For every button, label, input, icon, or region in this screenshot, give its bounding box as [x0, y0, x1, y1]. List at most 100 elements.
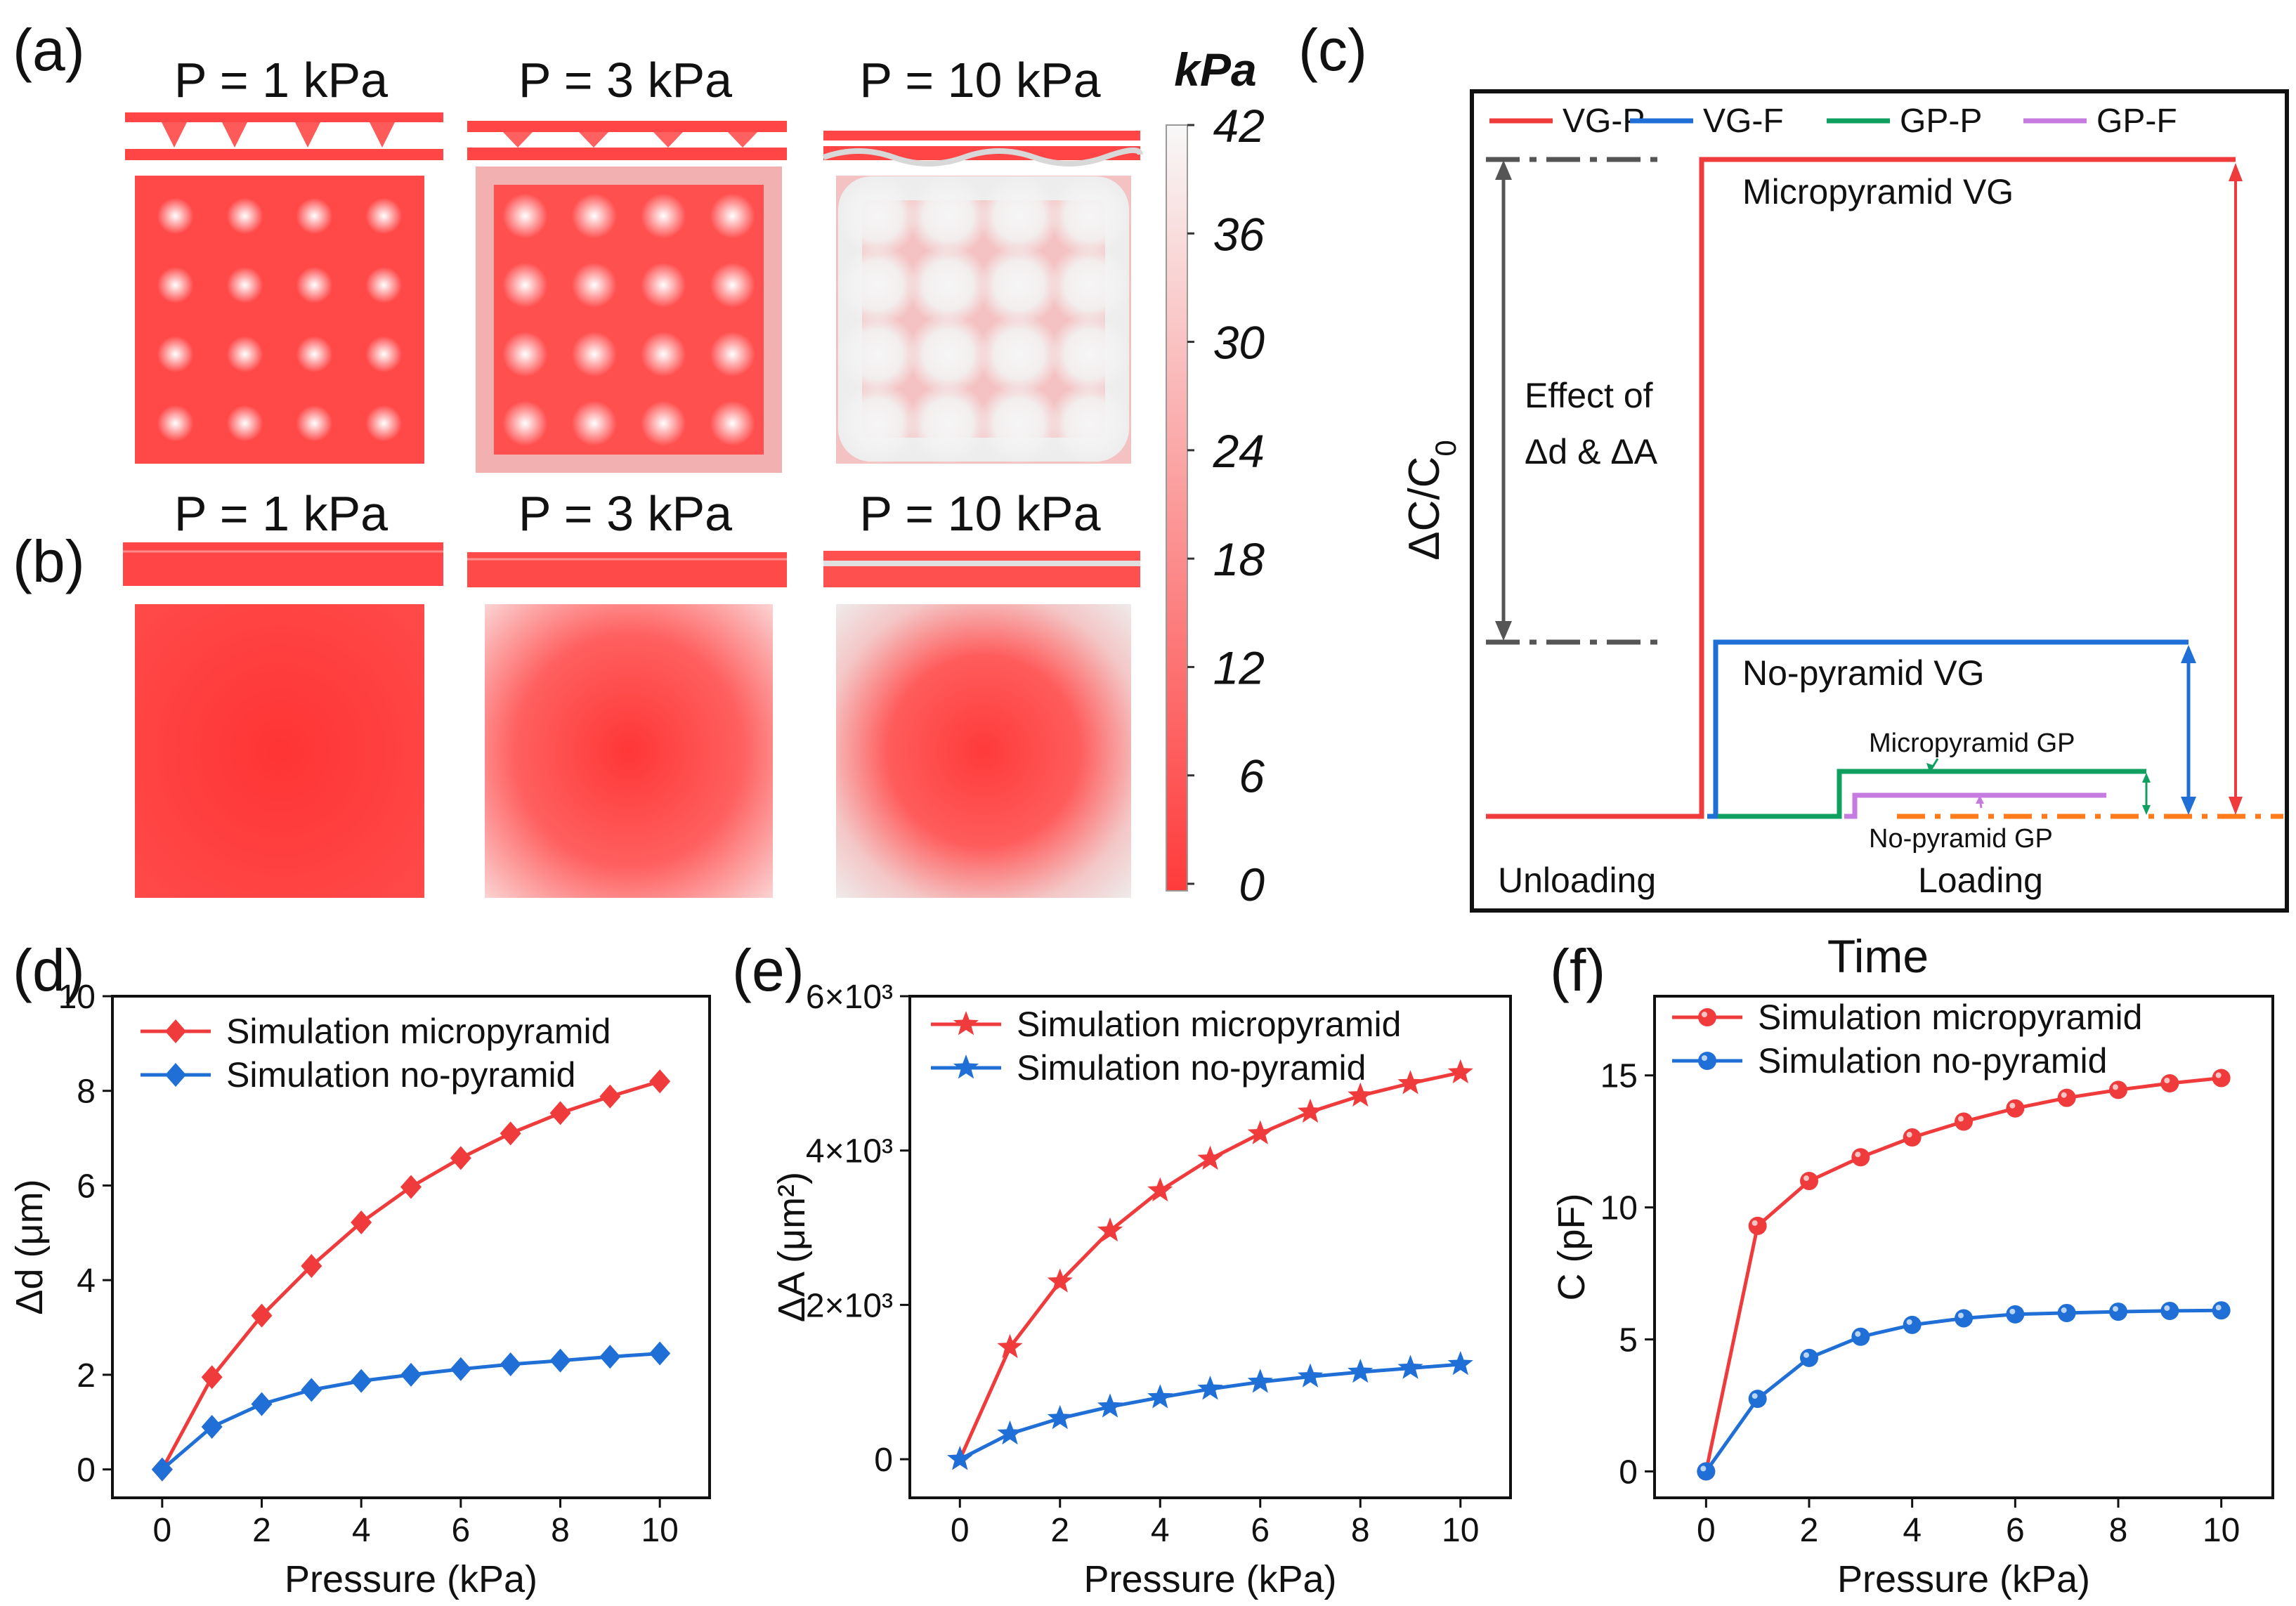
chart-d: 0 2 4 6 8 10 0 2 4 6 8 10 Pressure (kPa) Δd (μm) Simul… — [8, 979, 711, 1600]
data-point — [1397, 1354, 1423, 1379]
data-point — [1348, 1359, 1374, 1383]
marker-highlight — [2061, 1307, 2067, 1313]
fem-hotspot — [1049, 175, 1131, 257]
chart-d-frame — [111, 995, 711, 1499]
colorbar-tick-label: 24 — [1213, 425, 1265, 477]
data-point — [1697, 1462, 1716, 1481]
data-point — [201, 1365, 223, 1390]
fem-b1-side-view — [123, 542, 443, 586]
marker-highlight — [1700, 1465, 1707, 1472]
fem-hotspot — [296, 197, 333, 235]
fem-b2-side-view — [467, 552, 787, 587]
data-point — [1297, 1098, 1324, 1123]
c-effect-line1: Effect of — [1525, 376, 1653, 415]
c-ylabel: ΔC/C0 — [1400, 440, 1462, 561]
fem-hotspot — [571, 400, 617, 446]
fem-hotspot — [641, 332, 686, 377]
data-point — [2212, 1069, 2231, 1088]
fem-hotspot — [907, 382, 989, 464]
colorbar-tick-label: 0 — [1239, 859, 1265, 910]
marker-highlight — [1906, 1132, 1912, 1138]
data-point — [1247, 1369, 1273, 1393]
fem-hotspot — [710, 262, 755, 308]
data-point — [2160, 1074, 2179, 1093]
data-point — [2160, 1301, 2179, 1320]
data-point — [2212, 1301, 2231, 1320]
marker-highlight — [2215, 1072, 2222, 1078]
x-tick-label: 10 — [641, 1512, 678, 1549]
data-point — [947, 1446, 973, 1470]
fem-hotspot — [836, 175, 918, 257]
c-trace-vgf — [1707, 639, 2189, 819]
y-tick-label: 10 — [58, 979, 96, 1016]
c-label-micropyramid-vg: Micropyramid VG — [1742, 172, 2014, 211]
data-point — [649, 1341, 671, 1366]
fem-hotspot — [907, 244, 989, 326]
legend-label: Simulation no-pyramid — [1017, 1048, 1366, 1088]
data-point — [400, 1362, 422, 1387]
panel-c-frame — [1470, 89, 2289, 913]
x-tick-label: 6 — [1251, 1512, 1270, 1549]
data-point — [1851, 1148, 1870, 1167]
y-tick-label: 5 — [1619, 1322, 1638, 1359]
legend-label: Simulation micropyramid — [1017, 1005, 1401, 1044]
data-point — [1800, 1348, 1818, 1367]
fem-hotspot — [157, 336, 194, 373]
marker-highlight — [1958, 1312, 1964, 1319]
colorbar-unit: kPa — [1174, 44, 1256, 96]
panel-c-schematic: VG-P VG-F GP-P GP-F Effect of Δd & ΔA — [1400, 89, 2289, 913]
colorbar-tick-label: 36 — [1213, 208, 1265, 260]
fem-hotspot — [365, 405, 403, 442]
chart-e-xlabel: Pressure (kPa) — [1083, 1558, 1336, 1600]
chart-e: 0 2 4 6 8 10 0 2×10³ 4×10³ 6×10³ Pressure (kPa) ΔA … — [771, 979, 1512, 1600]
fem-b-title-3: P = 10 kPa — [859, 486, 1100, 541]
fem-a3-side-view — [822, 131, 1143, 167]
x-tick-label: 4 — [1903, 1512, 1922, 1549]
svg-text:ΔC/C0: ΔC/C0 — [1400, 440, 1462, 561]
fem-hotspot — [641, 262, 686, 308]
fem-hotspot — [978, 313, 1060, 396]
panel-label-d: (d) — [13, 937, 85, 1003]
fem-hotspot — [1049, 244, 1131, 326]
marker-highlight — [1906, 1319, 1912, 1325]
y-tick-label: 0 — [77, 1452, 96, 1489]
x-tick-label: 8 — [2109, 1512, 2128, 1549]
series-line — [958, 1071, 1461, 1461]
marker-highlight — [1958, 1116, 1964, 1122]
marker-highlight — [1855, 1151, 1861, 1158]
fem-a3-top-view — [836, 175, 1131, 464]
data-point — [1297, 1363, 1324, 1388]
fem-a-title-1: P = 1 kPa — [174, 53, 388, 107]
series-line — [1704, 1076, 2222, 1472]
marker-highlight — [2061, 1092, 2067, 1098]
x-tick-label: 0 — [1697, 1512, 1716, 1549]
marker-highlight — [1752, 1393, 1758, 1399]
y-tick-label: 8 — [77, 1073, 96, 1111]
marker-highlight — [2215, 1305, 2222, 1311]
data-point — [1047, 1404, 1073, 1430]
data-point — [549, 1101, 571, 1125]
fem-hotspot — [226, 405, 263, 442]
fem-hotspot — [571, 193, 617, 239]
marker-highlight — [2113, 1306, 2118, 1312]
fem-b2-top-view — [485, 604, 773, 898]
fem-hotspot — [907, 175, 989, 257]
fem-hotspot — [836, 313, 918, 396]
chart-f: 0 2 4 6 8 10 0 5 10 15 Pressure (kPa) C (pF) Simulat… — [1551, 995, 2274, 1600]
chart-f-xlabel: Pressure (kPa) — [1837, 1558, 2090, 1600]
data-point — [1903, 1315, 1922, 1334]
fem-a1-top-view — [135, 176, 424, 464]
chart-d-xlabel: Pressure (kPa) — [285, 1558, 537, 1600]
fem-hotspot — [641, 400, 686, 446]
fem-hotspot — [710, 193, 755, 239]
c-effect-line2: Δd & ΔA — [1525, 432, 1658, 471]
colorbar-tick-label: 42 — [1213, 100, 1265, 152]
x-tick-label: 2 — [1800, 1512, 1819, 1549]
data-point — [1800, 1172, 1818, 1191]
data-point — [1748, 1390, 1767, 1409]
fem-hotspot — [226, 266, 263, 303]
marker-highlight — [2113, 1084, 2118, 1090]
marker-highlight — [2164, 1078, 2170, 1084]
marker-highlight — [1752, 1220, 1758, 1226]
data-point — [2057, 1088, 2076, 1107]
